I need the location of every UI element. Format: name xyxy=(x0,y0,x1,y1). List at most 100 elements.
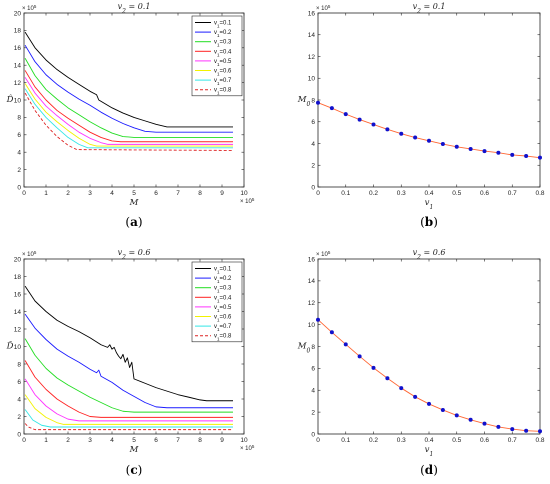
y-tick-label: 4 xyxy=(17,150,21,157)
y-tick-label: 16 xyxy=(14,45,22,52)
legend-entry: v1=0.8 xyxy=(214,334,232,342)
x-tick-label: 4 xyxy=(110,190,114,197)
y-exponent: × 105 xyxy=(22,4,37,13)
series-line-v1=0.4 xyxy=(24,360,233,418)
series-line-v1=0.2 xyxy=(24,44,233,133)
y-tick-label: 2 xyxy=(311,409,315,416)
y-tick-label: 0 xyxy=(17,431,21,438)
y-axis-label: D̂ xyxy=(6,340,14,352)
y-axis-label: M0 xyxy=(297,342,311,355)
series-line-v1=0.8 xyxy=(24,92,234,151)
data-point xyxy=(454,413,459,418)
y-tick-label: 20 xyxy=(14,10,22,17)
x-axis-label: M xyxy=(129,198,139,208)
x-tick-label: 7 xyxy=(176,190,180,197)
x-tick-label: 0.6 xyxy=(480,437,489,444)
y-tick-label: 6 xyxy=(311,366,315,373)
x-tick-label: 2 xyxy=(66,437,70,444)
legend-entry: v1=0.5 xyxy=(214,59,232,67)
y-tick-label: 14 xyxy=(14,309,22,316)
series-line-v1=0.4 xyxy=(24,70,233,143)
legend-box xyxy=(191,261,243,343)
x-tick-label: 6 xyxy=(154,437,158,444)
data-point xyxy=(524,428,529,433)
data-point xyxy=(538,155,542,160)
series-line-v1=0.7 xyxy=(24,88,233,149)
y-tick-label: 4 xyxy=(17,396,21,403)
x-tick-label: 9 xyxy=(220,437,224,444)
data-point xyxy=(371,365,376,370)
y-tick-label: 12 xyxy=(308,54,316,61)
data-point xyxy=(427,138,431,143)
x-tick-label: 0.2 xyxy=(369,437,378,444)
series-line-v1=0.5 xyxy=(24,378,233,422)
y-tick-label: 10 xyxy=(308,76,316,83)
data-point xyxy=(468,146,473,151)
series-line-v1=0.3 xyxy=(24,338,233,413)
x-tick-label: 0.5 xyxy=(452,437,461,444)
y-tick-label: 12 xyxy=(14,80,22,87)
x-axis-label: v1 xyxy=(425,445,434,458)
data-point xyxy=(482,421,487,426)
x-exponent: × 105 xyxy=(240,444,255,453)
series-line-v1=0.7 xyxy=(24,409,233,428)
y-tick-label: 0 xyxy=(17,184,21,191)
x-tick-label: 2 xyxy=(66,190,70,197)
legend-entry: v1=0.5 xyxy=(214,305,232,313)
y-tick-label: 16 xyxy=(308,10,316,17)
x-tick-label: 4 xyxy=(110,437,114,444)
legend-entry: v1=0.6 xyxy=(214,69,232,77)
y-tick-label: 14 xyxy=(308,278,316,285)
data-point xyxy=(357,117,362,122)
y-tick-label: 4 xyxy=(311,388,315,395)
y-exponent: × 105 xyxy=(316,4,331,13)
panel-label: (c) xyxy=(126,463,143,477)
series-line-v1=0.8 xyxy=(24,423,233,431)
panel-label: (d) xyxy=(420,463,438,477)
chart-title: v2 = 0.1 xyxy=(413,2,446,15)
legend-entry: v1=0.6 xyxy=(214,315,232,323)
panel-label: (b) xyxy=(420,215,438,229)
series-line-v1=0.1 xyxy=(24,285,233,402)
legend-entry: v1=0.2 xyxy=(214,30,232,38)
y-tick-label: 2 xyxy=(17,414,21,421)
data-point xyxy=(538,429,542,434)
legend-entry: v1=0.7 xyxy=(214,78,232,86)
series-line-v1=0.1 xyxy=(24,31,233,128)
plot-area xyxy=(317,258,541,435)
chart-title: v2 = 0.6 xyxy=(118,248,151,261)
y-tick-label: 10 xyxy=(308,322,316,329)
y-tick-label: 2 xyxy=(311,163,315,170)
data-point xyxy=(329,330,334,335)
y-tick-label: 6 xyxy=(17,132,21,139)
y-tick-label: 16 xyxy=(308,256,316,263)
x-tick-label: 5 xyxy=(132,437,136,444)
x-tick-label: 0.3 xyxy=(397,190,406,197)
x-tick-label: 0.6 xyxy=(480,190,489,197)
y-tick-label: 12 xyxy=(308,300,316,307)
x-tick-label: 0 xyxy=(22,190,26,197)
x-tick-label: 0.8 xyxy=(535,437,544,444)
y-tick-label: 8 xyxy=(311,344,315,351)
data-point xyxy=(329,106,334,111)
data-point xyxy=(510,152,515,157)
x-axis-label: M xyxy=(129,445,139,455)
legend: v1=0.1v1=0.2v1=0.3v1=0.4v1=0.5v1=0.6v1=0… xyxy=(191,261,243,343)
y-tick-label: 8 xyxy=(311,97,315,104)
y-exponent: × 105 xyxy=(316,250,331,259)
y-tick-label: 10 xyxy=(14,344,22,351)
y-tick-label: 20 xyxy=(14,256,22,263)
y-tick-label: 8 xyxy=(17,361,21,368)
data-point xyxy=(385,376,390,381)
series-line-v1=0.6 xyxy=(24,83,233,147)
legend-entry: v1=0.2 xyxy=(214,276,232,284)
y-tick-label: 6 xyxy=(17,379,21,386)
x-tick-label: 0.2 xyxy=(369,190,378,197)
data-point xyxy=(371,122,376,127)
data-point xyxy=(385,127,390,132)
legend-entry: v1=0.8 xyxy=(214,88,232,96)
x-exponent: × 105 xyxy=(240,197,255,206)
